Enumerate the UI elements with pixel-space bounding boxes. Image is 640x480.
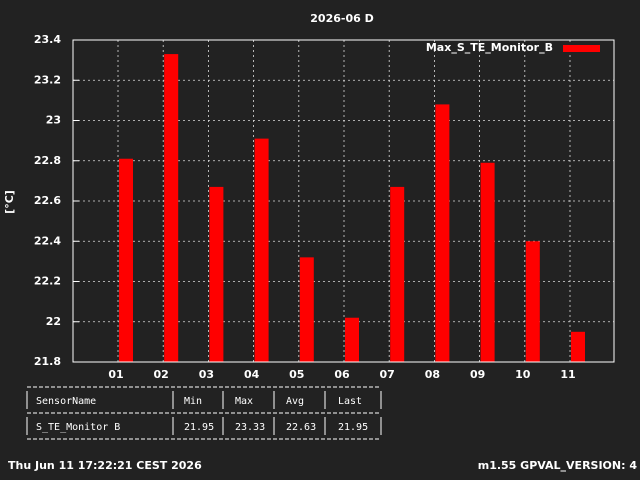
bar <box>390 186 405 362</box>
x-tick-label: 08 <box>425 368 440 381</box>
plot-border <box>72 39 615 363</box>
bar <box>525 241 540 362</box>
x-tick-label: 01 <box>108 368 123 381</box>
x-tick-label: 11 <box>560 368 575 381</box>
table-header: Min <box>184 396 202 407</box>
legend-label: Max_S_TE_Monitor_B <box>426 41 553 54</box>
bar <box>299 257 314 362</box>
bar <box>480 162 495 362</box>
bar <box>164 54 179 363</box>
y-tick-label: 22.8 <box>34 154 61 167</box>
x-tick-label: 04 <box>244 368 260 381</box>
y-tick-label: 22 <box>46 315 61 328</box>
chart-title: 2026-06 D <box>310 12 373 25</box>
x-tick-label: 05 <box>289 368 304 381</box>
bar <box>571 331 585 362</box>
x-tick-label: 07 <box>380 368 395 381</box>
x-tick-label: 06 <box>334 368 350 381</box>
bar <box>435 104 450 363</box>
x-tick-label: 10 <box>515 368 531 381</box>
table-header: Avg <box>286 396 304 407</box>
y-tick-label: 23.4 <box>34 33 61 46</box>
table-cell: 22.63 <box>286 422 316 433</box>
table-header: Last <box>338 396 362 407</box>
y-tick-label: 22.6 <box>34 194 61 207</box>
bar <box>345 317 359 362</box>
table <box>27 386 381 440</box>
table-cell: S_TE_Monitor B <box>36 422 120 433</box>
y-tick-label: 23 <box>46 114 61 127</box>
y-tick-label: 21.8 <box>34 355 61 368</box>
table-cell: 21.95 <box>338 422 368 433</box>
x-tick-label: 09 <box>470 368 485 381</box>
x-tick-label: 02 <box>154 368 169 381</box>
table-cell: 23.33 <box>235 422 265 433</box>
legend-swatch <box>563 45 600 52</box>
table-header: SensorName <box>36 396 96 407</box>
table-header: Max <box>235 396 253 407</box>
x-tick-label: 03 <box>199 368 214 381</box>
footer-right: m1.55 GPVAL_VERSION: 4 <box>478 459 638 472</box>
table-cell: 21.95 <box>184 422 214 433</box>
y-tick-label: 22.2 <box>34 275 61 288</box>
bar <box>254 138 269 362</box>
bar <box>119 158 133 362</box>
footer-left: Thu Jun 11 17:22:21 CEST 2026 <box>8 459 202 472</box>
y-axis-label: [°C] <box>3 190 16 214</box>
y-tick-label: 22.4 <box>34 234 61 247</box>
bar <box>209 186 224 362</box>
y-tick-label: 23.2 <box>34 73 61 86</box>
